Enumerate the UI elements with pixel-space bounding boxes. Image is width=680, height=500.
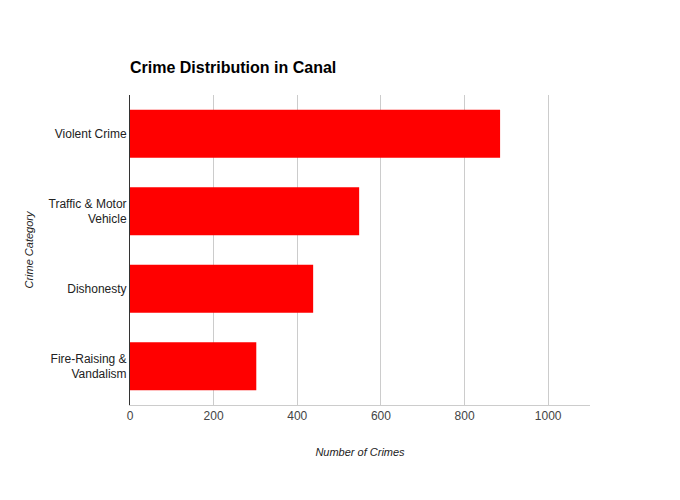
svg-text:Dishonesty: Dishonesty <box>67 282 126 296</box>
svg-text:1000: 1000 <box>535 409 562 423</box>
svg-text:400: 400 <box>287 409 307 423</box>
svg-text:Number of Crimes: Number of Crimes <box>315 446 405 458</box>
svg-text:600: 600 <box>371 409 391 423</box>
svg-text:Fire-Raising &Vandalism: Fire-Raising &Vandalism <box>51 352 127 382</box>
svg-text:Violent Crime: Violent Crime <box>55 127 127 141</box>
svg-text:200: 200 <box>204 409 224 423</box>
svg-text:Traffic & MotorVehicle: Traffic & MotorVehicle <box>49 197 127 227</box>
svg-text:Crime Category: Crime Category <box>23 210 35 289</box>
svg-text:800: 800 <box>455 409 475 423</box>
svg-text:Crime Distribution in Canal: Crime Distribution in Canal <box>130 59 336 76</box>
svg-text:0: 0 <box>127 409 134 423</box>
